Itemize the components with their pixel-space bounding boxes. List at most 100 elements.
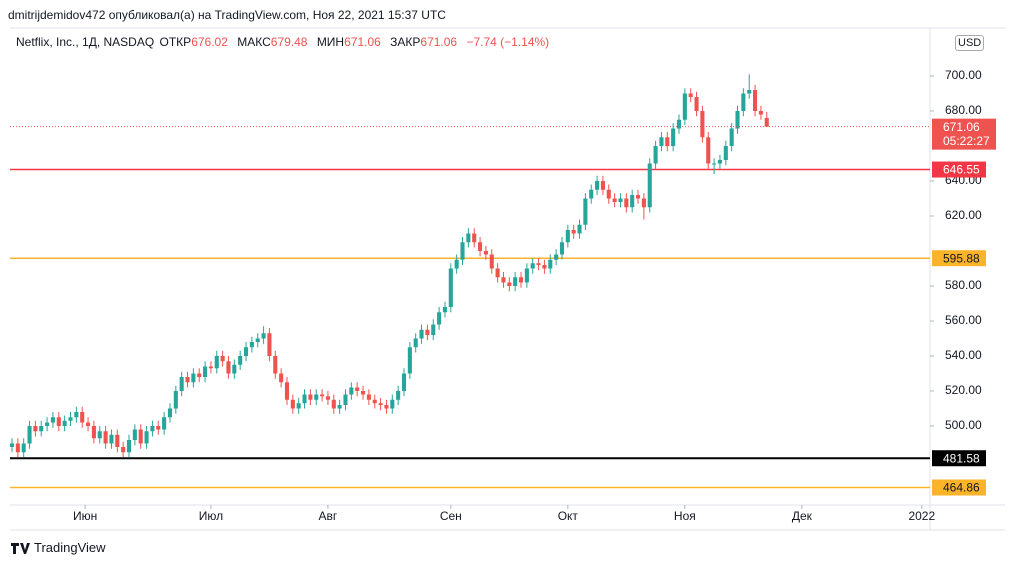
candle-body: [62, 420, 67, 427]
candle-body: [68, 417, 73, 421]
level-label-box: [932, 479, 986, 496]
candle-body: [191, 373, 196, 383]
candle-body: [729, 128, 734, 147]
candle-body: [548, 259, 553, 269]
candle-body: [238, 356, 243, 365]
candle-body: [173, 391, 178, 409]
candle-body: [33, 426, 38, 432]
candle-body: [97, 431, 102, 439]
y-tick-label: 680.00: [945, 103, 982, 117]
x-tick-label: Июл: [199, 509, 223, 523]
candle-body: [577, 224, 582, 234]
candle-body: [197, 373, 202, 378]
candle-body: [45, 422, 50, 427]
candle-body: [600, 181, 605, 190]
candle-body: [513, 277, 518, 287]
candle-body: [659, 137, 664, 147]
change: −7.74 (−1.14%): [466, 35, 550, 49]
candle-body: [390, 399, 395, 409]
candle-body: [518, 277, 524, 283]
candle-body: [267, 333, 272, 357]
candle-body: [530, 263, 535, 269]
candle-body: [735, 111, 740, 129]
level-label-box: [932, 450, 986, 467]
candle-body: [296, 403, 301, 409]
candle-body: [635, 195, 641, 199]
candle-body: [138, 429, 143, 444]
x-tick-label: Ноя: [674, 509, 696, 523]
candle-body: [284, 382, 290, 400]
candle-body: [606, 189, 611, 199]
level-label: 595.88: [943, 251, 980, 265]
x-tick-label: Авг: [319, 509, 338, 523]
candle-body: [624, 198, 629, 208]
candle-body: [472, 233, 477, 243]
countdown: 05:22:27: [943, 134, 990, 148]
candle-body: [80, 412, 85, 423]
candle-body: [489, 254, 494, 269]
candle-body: [366, 394, 371, 400]
candle-body: [700, 111, 705, 138]
candle-body: [448, 268, 453, 308]
candle-body: [372, 399, 377, 404]
candle-body: [279, 373, 284, 383]
x-tick-label: Окт: [558, 509, 579, 523]
candle-body: [483, 251, 488, 255]
candle-body: [758, 111, 763, 115]
high-value: 679.48: [270, 35, 308, 49]
high-label: МАКС: [237, 35, 271, 49]
y-tick-label: 620.00: [945, 208, 982, 222]
candle-body: [425, 329, 430, 336]
candle-body: [337, 405, 342, 409]
candle-body: [109, 434, 114, 444]
candle-body: [653, 146, 658, 164]
candle-body: [144, 431, 149, 444]
x-tick-label: Июн: [73, 509, 97, 523]
candle-body: [156, 426, 161, 430]
candle-body: [349, 387, 354, 395]
candle-body: [162, 417, 167, 430]
candle-body: [74, 412, 79, 418]
candle-body: [320, 394, 325, 397]
currency: USD: [955, 35, 985, 51]
candle-body: [378, 403, 383, 406]
candle-body: [355, 387, 360, 392]
candle-body: [671, 128, 676, 147]
candle-body: [641, 198, 646, 208]
candle-body: [232, 364, 237, 374]
candle-body: [226, 361, 231, 374]
y-tick-label: 540.00: [945, 348, 982, 362]
symbol: Netflix, Inc., 1Д, NASDAQ: [16, 35, 155, 49]
candle-body: [764, 117, 769, 127]
candle-body: [583, 198, 588, 225]
candle-body: [466, 233, 471, 243]
level-label-box: [932, 161, 986, 178]
candle-body: [15, 443, 20, 453]
candle-body: [203, 366, 208, 378]
candle-body: [571, 230, 576, 234]
candle-body: [753, 90, 758, 112]
candle-body: [565, 230, 570, 243]
candle-body: [437, 312, 442, 325]
y-tick-label: 500.00: [945, 418, 982, 432]
candle-body: [612, 198, 617, 203]
candle-body: [694, 97, 699, 112]
candle-body: [559, 242, 565, 255]
logo: [11, 542, 30, 554]
low-label: МИН: [316, 35, 345, 49]
y-tick-label: 560.00: [945, 313, 982, 327]
level-label: 481.58: [943, 451, 980, 465]
candle-body: [273, 356, 278, 374]
last-price-box: [932, 118, 996, 150]
open-value: 676.02: [191, 35, 228, 49]
candle-body: [524, 268, 529, 283]
candle-body: [747, 90, 752, 94]
level-label-box: [932, 250, 986, 267]
candle-body: [442, 307, 448, 313]
candle-body: [167, 408, 173, 418]
candle-body: [618, 198, 623, 203]
candle-body: [115, 434, 120, 448]
candle-body: [56, 417, 61, 427]
candle-body: [314, 394, 319, 400]
